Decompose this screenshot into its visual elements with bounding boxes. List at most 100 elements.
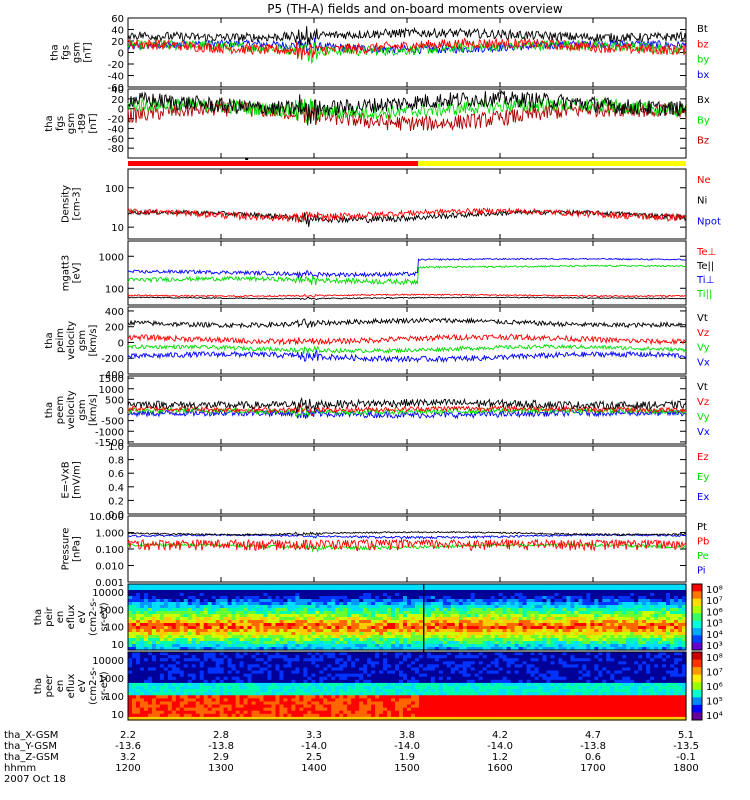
heatmap-cell <box>251 611 257 615</box>
heatmap-cell <box>610 614 615 618</box>
heatmap-cell <box>171 679 177 684</box>
heatmap-cell <box>486 641 492 645</box>
heatmap-cell <box>335 658 340 662</box>
heatmap-cell <box>303 695 308 699</box>
heatmap-cell <box>271 710 277 715</box>
heatmap-cell <box>610 599 615 603</box>
heatmap-cell <box>323 686 328 690</box>
heatmap-cell <box>291 707 296 712</box>
heatmap-cell <box>199 632 205 636</box>
heatmap-cell <box>414 593 420 597</box>
heatmap-cell <box>267 596 273 600</box>
heatmap-cell <box>534 605 540 609</box>
heatmap-cell <box>139 692 145 696</box>
heatmap-cell <box>618 638 623 642</box>
heatmap-cell <box>442 644 448 648</box>
heatmap-cell <box>199 658 205 662</box>
heatmap-cell <box>458 599 464 603</box>
heatmap-cell <box>395 689 400 693</box>
heatmap-cell <box>183 670 189 675</box>
heatmap-cell <box>371 692 376 696</box>
heatmap-cell <box>147 647 153 651</box>
heatmap-cell <box>283 679 289 684</box>
heatmap-cell <box>407 644 412 648</box>
heatmap-cell <box>470 641 476 645</box>
heatmap-cell <box>251 701 257 706</box>
heatmap-cell <box>231 670 237 675</box>
heatmap-cell <box>602 629 607 633</box>
heatmap-cell <box>514 635 520 639</box>
heatmap-cell <box>395 679 400 684</box>
heatmap-cell <box>570 599 575 603</box>
heatmap-cell <box>235 655 241 659</box>
heatmap-cell <box>315 655 320 659</box>
heatmap-cell <box>331 652 336 656</box>
heatmap-cell <box>187 641 193 645</box>
heatmap-cell <box>128 689 133 693</box>
heatmap-cell <box>215 638 221 642</box>
heatmap-cell <box>319 682 324 687</box>
heatmap-cell <box>163 632 169 636</box>
heatmap-cell <box>407 608 412 612</box>
heatmap-cell <box>303 676 308 681</box>
heatmap-cell <box>219 673 225 678</box>
heatmap-cell <box>474 608 480 612</box>
heatmap-cell <box>371 682 376 687</box>
heatmap-cell <box>363 590 368 594</box>
heatmap-cell <box>391 599 396 603</box>
heatmap-cell <box>574 590 579 594</box>
series-Pt-line <box>127 530 687 537</box>
heatmap-cell <box>279 679 285 684</box>
heatmap-cell <box>255 590 261 594</box>
heatmap-cell <box>590 641 595 645</box>
heatmap-cell <box>446 584 452 588</box>
heatmap-cell <box>247 593 253 597</box>
heatmap-cell <box>566 608 572 612</box>
heatmap-cell <box>371 614 376 618</box>
heatmap-cell <box>255 673 261 678</box>
heatmap-cell <box>359 584 364 588</box>
heatmap-cell <box>287 626 293 630</box>
heatmap-cell <box>590 596 595 600</box>
heatmap-cell <box>247 584 253 588</box>
heatmap-cell <box>642 629 647 633</box>
heatmap-cell <box>128 701 133 706</box>
heatmap-cell <box>147 682 153 687</box>
heatmap-cell <box>291 632 296 636</box>
heatmap-cell <box>303 599 308 603</box>
heatmap-cell <box>391 652 396 656</box>
legend-label-Vy: Vy <box>697 343 710 354</box>
heatmap-cell <box>678 602 683 606</box>
heatmap-cell <box>466 617 472 621</box>
heatmap-cell <box>566 602 572 606</box>
heatmap-cell <box>562 584 568 588</box>
heatmap-cell <box>259 682 265 687</box>
heatmap-cell <box>351 658 356 662</box>
heatmap-cell <box>215 596 221 600</box>
heatmap-cell <box>371 590 376 594</box>
heatmap-cell <box>442 602 448 606</box>
heatmap-cell <box>462 629 468 633</box>
heatmap-cell <box>682 623 687 627</box>
heatmap-cell <box>422 614 428 618</box>
heatmap-cell <box>558 587 564 591</box>
heatmap-cell <box>403 682 408 687</box>
heatmap-cell <box>183 632 189 636</box>
heatmap-cell <box>586 596 591 600</box>
y-axis-label-line: [mV/m] <box>72 461 83 499</box>
heatmap-cell <box>387 667 392 672</box>
heatmap-cell <box>634 644 639 648</box>
heatmap-cell <box>239 701 245 706</box>
heatmap-cell <box>295 658 300 662</box>
heatmap-cell <box>391 713 396 718</box>
heatmap-cell <box>259 670 265 675</box>
heatmap-cell <box>283 614 289 618</box>
heatmap-cell <box>199 605 205 609</box>
heatmap-cell <box>128 652 133 656</box>
heatmap-cell <box>175 629 181 633</box>
heatmap-cell <box>650 596 655 600</box>
heatmap-cell <box>167 707 173 712</box>
heatmap-cell <box>235 664 241 669</box>
heatmap-cell <box>128 605 133 609</box>
